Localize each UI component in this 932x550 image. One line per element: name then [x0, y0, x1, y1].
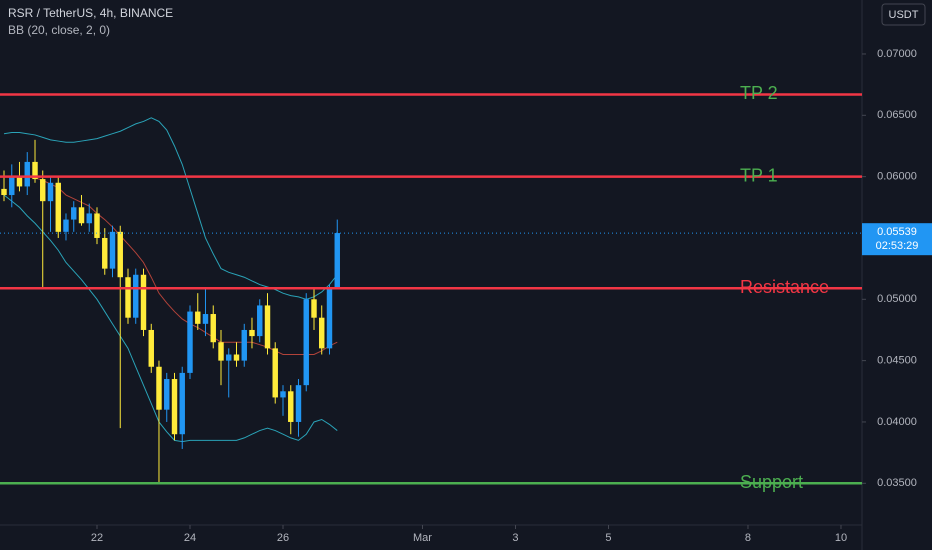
indicator-label: BB (20, close, 2, 0) [8, 23, 110, 37]
bollinger-band [3, 194, 338, 443]
candle-body [241, 329, 247, 361]
y-tick-label: 0.07000 [877, 48, 917, 60]
level-label: TP 1 [740, 165, 778, 185]
x-tick-label: Mar [413, 532, 432, 544]
candle-body [156, 366, 162, 410]
last-price-label: 0.05539 [877, 226, 917, 238]
candle-body [109, 231, 116, 269]
candle-body [295, 385, 302, 422]
candle-body [226, 354, 232, 361]
candle-body [218, 342, 224, 361]
candle-body [78, 207, 85, 224]
x-tick-label: 26 [277, 532, 289, 544]
candle-body [303, 299, 309, 386]
candle-body [148, 329, 154, 367]
bollinger-band [3, 117, 338, 300]
candle-body [117, 231, 123, 278]
candle-body [1, 188, 7, 196]
y-tick-label: 0.04500 [877, 355, 917, 367]
candle-body [210, 314, 216, 343]
x-tick-label: 24 [184, 532, 196, 544]
y-tick-label: 0.04000 [877, 416, 917, 428]
y-tick-label: 0.06000 [877, 171, 917, 183]
candle-body [195, 311, 201, 324]
level-label: Support [740, 472, 803, 492]
candle-body [16, 176, 23, 187]
candle-body [319, 317, 325, 349]
candle-body [164, 379, 170, 410]
candle-body [24, 161, 30, 187]
x-tick-label: 3 [512, 532, 518, 544]
candle-body [280, 391, 286, 398]
candle-body [47, 182, 54, 202]
y-tick-label: 0.06500 [877, 109, 917, 121]
symbol-title: RSR / TetherUS, 4h, BINANCE [8, 6, 173, 20]
y-tick-label: 0.03500 [877, 477, 917, 489]
candle-body [86, 213, 92, 224]
candle-body [94, 213, 100, 238]
candle-body [311, 299, 317, 318]
candle-body [264, 305, 271, 349]
candle-body [133, 274, 139, 318]
countdown-label: 02:53:29 [876, 240, 919, 252]
y-tick-label: 0.05000 [877, 293, 917, 305]
candle-body [140, 274, 147, 330]
level-label: TP 2 [740, 83, 778, 103]
last-price-box [862, 223, 932, 256]
currency-button[interactable] [881, 3, 926, 26]
candle-body [272, 348, 278, 398]
candle-body [63, 219, 69, 232]
currency-label[interactable]: USDT [889, 9, 919, 21]
candle-body [9, 176, 15, 196]
candle-body [257, 305, 263, 337]
candle-body [32, 161, 38, 180]
candle-body [40, 179, 46, 202]
candle-body [187, 311, 193, 373]
x-tick-label: 22 [91, 532, 103, 544]
candle-body [233, 354, 240, 361]
candle-body [171, 379, 178, 435]
x-tick-label: 8 [745, 532, 751, 544]
level-label: Resistance [740, 277, 829, 297]
candle-body [288, 391, 294, 422]
candle-body [71, 207, 77, 220]
x-tick-label: 5 [605, 532, 611, 544]
candle-body [55, 182, 61, 232]
candle-body [334, 233, 340, 288]
candle-body [179, 372, 185, 435]
candle-body [326, 287, 333, 349]
candle-body [249, 329, 255, 337]
candle-body [202, 314, 209, 324]
x-tick-label: 10 [835, 532, 847, 544]
candle-body [102, 237, 108, 269]
candle-body [125, 277, 131, 318]
